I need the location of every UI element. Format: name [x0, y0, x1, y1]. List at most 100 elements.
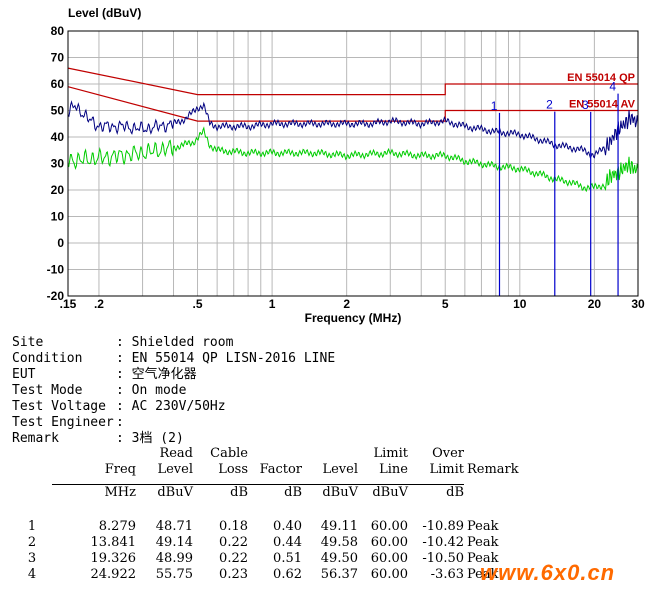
x-axis-label: Frequency (MHz) — [305, 311, 402, 325]
y-tick-label: 30 — [51, 157, 65, 171]
table-cell: Read — [159, 446, 193, 461]
table-cell: Level — [157, 462, 193, 477]
table-cell: Peak — [467, 550, 499, 566]
info-key: Test Voltage — [12, 399, 106, 414]
x-tick-label: 2 — [343, 297, 350, 311]
info-row: Condition : EN 55014 QP LISN-2016 LINE — [12, 351, 335, 367]
table-cell: Loss — [218, 462, 248, 477]
table-cell: 0.51 — [273, 550, 302, 566]
info-value: : EN 55014 QP LISN-2016 LINE — [116, 351, 336, 366]
table-cell: dBuV — [358, 483, 408, 501]
series-line — [67, 126, 639, 193]
table-cell: Limit — [429, 462, 465, 477]
x-tick-label: 10 — [513, 297, 527, 311]
table-header-row: Read Cable Limit Over — [12, 446, 547, 462]
table-cell: 0.18 — [219, 518, 248, 534]
table-cell: 19.326 — [90, 550, 137, 566]
info-row: Site : Shielded room — [12, 335, 233, 351]
table-row: 4 24.922 55.75 0.23 0.62 56.37 60.00 -3.63 Peak — [12, 567, 547, 583]
table-cell: Level — [322, 462, 358, 477]
table-cell: 49.58 — [320, 534, 358, 550]
table-units-row: MHz dBuV dB dB dBuV dBuV dB — [12, 483, 547, 501]
info-key: Remark — [12, 431, 59, 446]
y-tick-label: 70 — [51, 51, 65, 65]
table-cell: Remark — [467, 462, 519, 477]
table-cell: 0.62 — [273, 566, 302, 582]
limit-lines: EN 55014 QP EN 55014 AV — [67, 67, 638, 122]
y-tick-label: 10 — [51, 210, 65, 224]
info-row: Remark : 3档 (2) — [12, 431, 184, 447]
info-value: : 3档 (2) — [116, 431, 184, 446]
table-cell: dB — [408, 483, 464, 501]
table-cell: Line — [379, 462, 408, 477]
info-value: : AC 230V/50Hz — [116, 399, 226, 414]
info-value: : — [116, 415, 124, 430]
table-cell — [464, 484, 547, 501]
y-tick-label: -20 — [47, 289, 65, 303]
table-cell: -10.42 — [422, 534, 464, 550]
info-key: Condition — [12, 351, 83, 366]
table-cell: Limit — [373, 446, 409, 461]
peak-marker-label: 3 — [582, 98, 589, 112]
table-cell: MHz — [52, 483, 136, 501]
y-tick-label: 60 — [51, 77, 65, 91]
table-cell — [52, 446, 136, 462]
table-cell: 60.00 — [370, 566, 408, 582]
info-value: : 空气净化器 — [116, 367, 197, 382]
info-value: : On mode — [116, 383, 187, 398]
peak-marker-label: 2 — [546, 98, 553, 112]
y-tick-label: 20 — [51, 183, 65, 197]
emission-chart: EN 55014 QP EN 55014 AV 1 2 3 4 -20 -10 0 10 20 3… — [47, 6, 645, 325]
table-cell: dB — [193, 483, 248, 501]
table-cell: Freq — [104, 462, 136, 477]
table-cell: 56.37 — [320, 566, 358, 582]
info-row: Test Engineer: — [12, 415, 124, 431]
table-cell — [248, 446, 302, 462]
limit-line-label: EN 55014 QP — [567, 72, 635, 84]
table-cell: -3.63 — [430, 566, 464, 582]
table-cell: dBuV — [302, 483, 358, 501]
table-cell — [12, 462, 52, 478]
info-key: Site — [12, 335, 44, 350]
table-cell: Peak — [467, 518, 499, 534]
table-cell: 0.22 — [219, 534, 248, 550]
limit-line — [67, 67, 638, 96]
table-cell: 8.279 — [98, 518, 136, 534]
info-key: Test Mode — [12, 383, 83, 398]
info-key: EUT — [12, 367, 36, 382]
limit-line-label: EN 55014 AV — [569, 99, 636, 111]
peak-markers: 1 2 3 4 — [491, 80, 619, 296]
x-tick-label: .2 — [94, 297, 104, 311]
table-cell: 0.40 — [273, 518, 302, 534]
table-cell: 60.00 — [370, 550, 408, 566]
table-row: 2 13.841 49.14 0.22 0.44 49.58 60.00 -10.42 Peak — [12, 535, 547, 551]
x-tick-label: 30 — [631, 297, 645, 311]
table-cell: dB — [248, 483, 302, 501]
table-header-row: Freq Level Loss Factor Level Line Limit Remark — [12, 462, 547, 478]
table-cell: Cable — [210, 446, 248, 461]
table-cell: 2 — [27, 534, 37, 550]
y-tick-label: 80 — [51, 24, 65, 38]
x-tick-label: 5 — [442, 297, 449, 311]
plot-frame — [67, 30, 639, 297]
y-tick-label: 0 — [57, 236, 64, 250]
x-tick-label: 1 — [269, 297, 276, 311]
table-cell: 48.99 — [155, 550, 193, 566]
table-cell: 48.71 — [155, 518, 193, 534]
table-cell: 4 — [27, 566, 37, 582]
y-tick-label: 50 — [51, 104, 65, 118]
table-cell — [12, 446, 52, 462]
table-cell: Peak — [467, 534, 499, 550]
table-row: 3 19.326 48.99 0.22 0.51 49.50 60.00 -10.50 Peak — [12, 551, 547, 567]
series-line — [67, 100, 639, 159]
table-cell: -10.50 — [422, 550, 464, 566]
x-tick-label: .15 — [60, 297, 77, 311]
table-cell — [12, 484, 52, 501]
table-cell: Factor — [259, 462, 302, 477]
info-value: : Shielded room — [116, 335, 234, 350]
table-cell: 55.75 — [155, 566, 193, 582]
table-cell — [464, 446, 547, 462]
peak-marker-label: 4 — [609, 80, 616, 94]
table-cell: 60.00 — [370, 518, 408, 534]
info-row: EUT : 空气净化器 — [12, 367, 197, 383]
